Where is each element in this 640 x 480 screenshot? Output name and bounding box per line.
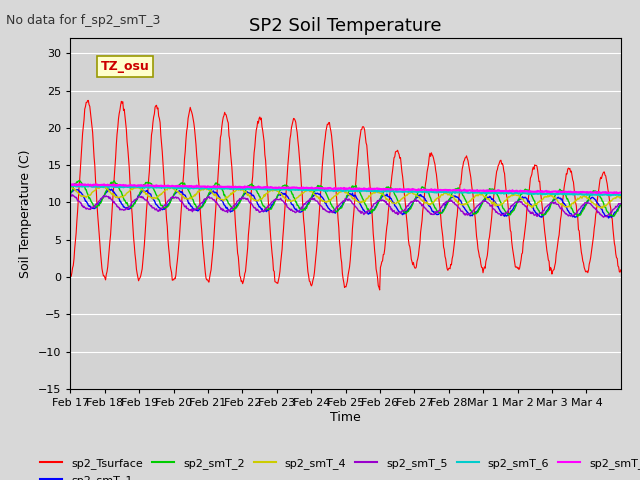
Text: No data for f_sp2_smT_3: No data for f_sp2_smT_3: [6, 14, 161, 27]
Y-axis label: Soil Temperature (C): Soil Temperature (C): [19, 149, 33, 278]
Title: SP2 Soil Temperature: SP2 Soil Temperature: [250, 17, 442, 36]
Legend: sp2_Tsurface, sp2_smT_1, sp2_smT_2, sp2_smT_4, sp2_smT_5, sp2_smT_6, sp2_smT_7: sp2_Tsurface, sp2_smT_1, sp2_smT_2, sp2_…: [36, 454, 640, 480]
X-axis label: Time: Time: [330, 410, 361, 424]
Text: TZ_osu: TZ_osu: [100, 60, 149, 73]
